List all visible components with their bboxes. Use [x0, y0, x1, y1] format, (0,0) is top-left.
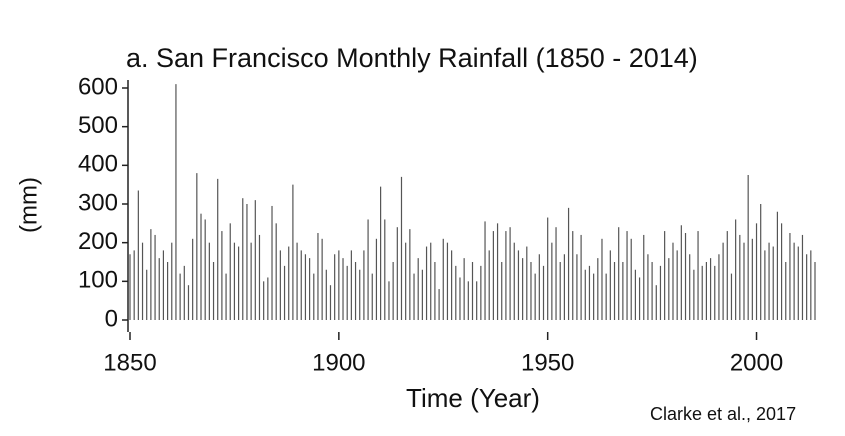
y-tick-label: 100	[78, 267, 118, 294]
y-tick-label: 500	[78, 112, 118, 139]
chart-title: a. San Francisco Monthly Rainfall (1850 …	[126, 43, 698, 73]
x-tick-label: 1950	[521, 349, 574, 376]
y-tick-label: 400	[78, 151, 118, 178]
x-tick-label: 1900	[312, 349, 365, 376]
x-tick-label: 1850	[103, 349, 156, 376]
y-axis-label: (mm)	[15, 177, 42, 233]
credit: Clarke et al., 2017	[650, 404, 796, 424]
y-tick-label: 200	[78, 228, 118, 255]
y-tick-label: 0	[105, 305, 118, 332]
y-tick-label: 300	[78, 189, 118, 216]
x-axis-label: Time (Year)	[406, 383, 540, 413]
y-tick-label: 600	[78, 73, 118, 100]
x-tick-label: 2000	[730, 349, 783, 376]
